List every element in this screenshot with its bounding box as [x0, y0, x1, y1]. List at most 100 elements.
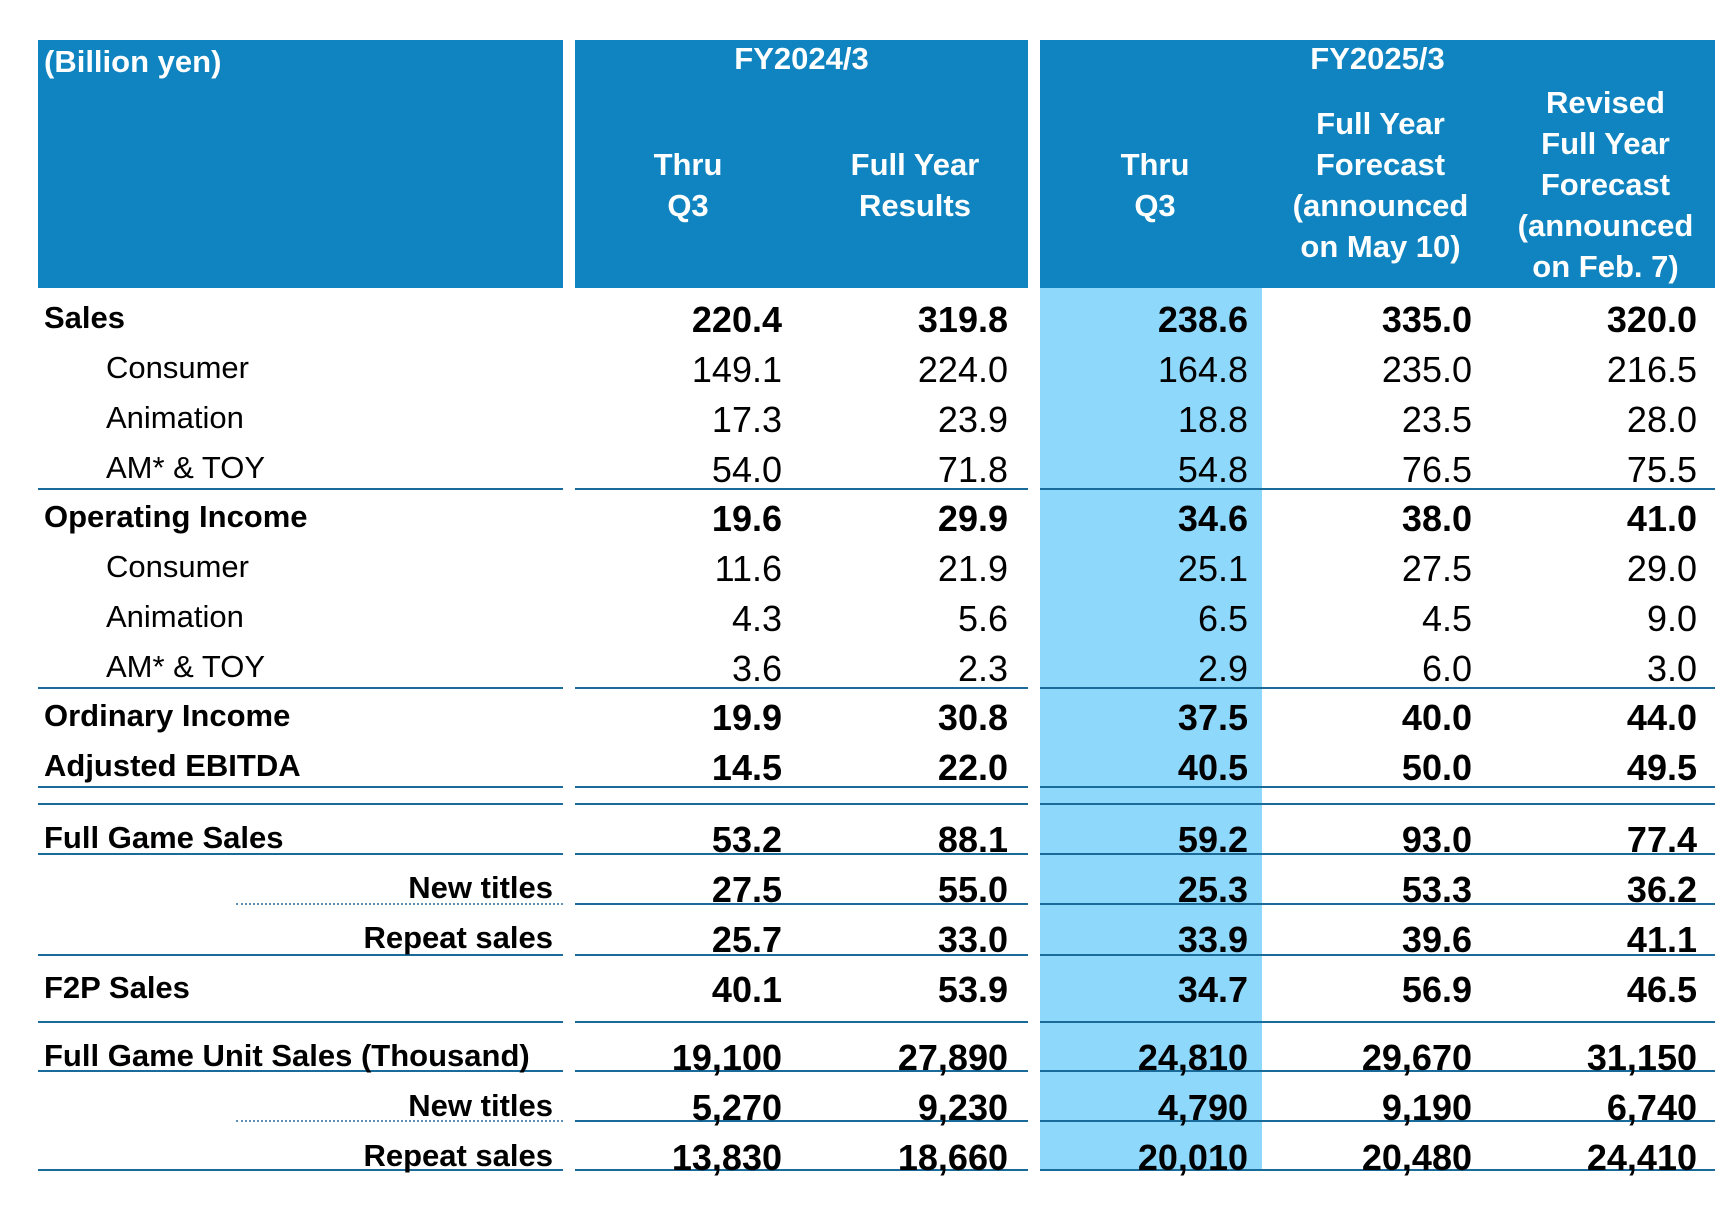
- value-cell: 31,150: [1586, 1037, 1697, 1078]
- fy2025-col1-header: Thru Q3: [1120, 147, 1190, 223]
- row-label: Repeat sales: [363, 1138, 553, 1173]
- row-label: Animation: [106, 400, 244, 435]
- value-cell: 320.0: [1606, 299, 1697, 340]
- row-label: Full Game Unit Sales (Thousand): [44, 1038, 530, 1073]
- value-cell: 20,480: [1361, 1137, 1472, 1178]
- value-cell: 22.0: [937, 747, 1008, 788]
- value-cell: 335.0: [1381, 299, 1472, 340]
- value-cell: 238.6: [1157, 299, 1248, 340]
- value-cell: 9,190: [1381, 1087, 1472, 1128]
- value-cell: 11.6: [714, 548, 782, 589]
- value-cell: 37.5: [1177, 697, 1248, 738]
- row-label: Consumer: [106, 350, 249, 385]
- divider: [575, 1120, 1028, 1122]
- row-label: Adjusted EBITDA: [44, 748, 301, 783]
- value-cell: 9,230: [917, 1087, 1008, 1128]
- value-cell: 29,670: [1361, 1037, 1472, 1078]
- divider: [575, 1169, 1028, 1171]
- fy2024-col1-header: Thru Q3: [653, 147, 723, 223]
- value-cell: 23.9: [937, 399, 1008, 440]
- value-cell: 19.9: [711, 697, 782, 738]
- divider: [575, 954, 1028, 956]
- fy2024-col2-header: Full Year Results: [850, 147, 980, 223]
- divider: [575, 853, 1028, 855]
- row-label: New titles: [408, 870, 553, 905]
- value-cell: 2.9: [1197, 648, 1248, 689]
- value-cell: 27,890: [897, 1037, 1008, 1078]
- value-cell: 6.0: [1421, 648, 1472, 689]
- divider: [38, 954, 563, 956]
- value-cell: 40.5: [1177, 747, 1248, 788]
- value-cell: 3.6: [731, 648, 782, 689]
- row-label: Consumer: [106, 549, 249, 584]
- divider: [575, 1070, 1028, 1072]
- value-cell: 38.0: [1401, 498, 1472, 539]
- value-cell: 14.5: [711, 747, 782, 788]
- divider: [38, 1169, 563, 1171]
- unit-label: (Billion yen): [44, 44, 222, 79]
- row-label: Full Game Sales: [44, 820, 284, 855]
- value-cell: 25.7: [711, 919, 782, 960]
- value-cell: 30.8: [937, 697, 1008, 738]
- row-label: Animation: [106, 599, 244, 634]
- value-cell: 75.5: [1626, 449, 1697, 490]
- value-cell: 44.0: [1626, 697, 1697, 738]
- value-cell: 33.0: [937, 919, 1008, 960]
- row-label: AM* & TOY: [106, 649, 266, 684]
- value-cell: 6,740: [1606, 1087, 1697, 1128]
- value-cell: 24,410: [1586, 1137, 1697, 1178]
- value-cell: 88.1: [937, 819, 1008, 860]
- value-cell: 29.9: [937, 498, 1008, 539]
- divider: [575, 903, 1028, 905]
- value-cell: 224.0: [917, 349, 1008, 390]
- row-label: F2P Sales: [44, 970, 190, 1005]
- value-cell: 53.2: [711, 819, 782, 860]
- divider: [1040, 786, 1715, 788]
- divider: [575, 687, 1028, 689]
- value-cell: 24,810: [1137, 1037, 1248, 1078]
- value-cell: 28.0: [1626, 399, 1697, 440]
- value-cell: 23.5: [1401, 399, 1472, 440]
- value-cell: 19.6: [711, 498, 782, 539]
- value-cell: 3.0: [1646, 648, 1697, 689]
- divider: [38, 786, 563, 788]
- divider: [38, 1021, 563, 1023]
- value-cell: 18.8: [1177, 399, 1248, 440]
- row-label: Sales: [44, 300, 126, 335]
- divider: [38, 1070, 563, 1072]
- value-cell: 50.0: [1401, 747, 1472, 788]
- value-cell: 5.6: [957, 598, 1008, 639]
- value-cell: 4.3: [731, 598, 782, 639]
- value-cell: 5,270: [691, 1087, 782, 1128]
- divider: [575, 786, 1028, 788]
- value-cell: 55.0: [937, 869, 1008, 910]
- value-cell: 319.8: [917, 299, 1008, 340]
- value-cell: 13,830: [671, 1137, 782, 1178]
- value-cell: 54.0: [711, 449, 782, 490]
- row-label: AM* & TOY: [106, 450, 266, 485]
- value-cell: 4,790: [1157, 1087, 1248, 1128]
- value-cell: 27.5: [711, 869, 782, 910]
- divider: [1040, 488, 1715, 490]
- divider: [1040, 903, 1715, 905]
- value-cell: 41.0: [1626, 498, 1697, 539]
- value-cell: 9.0: [1646, 598, 1697, 639]
- divider: [575, 803, 1028, 805]
- value-cell: 34.6: [1177, 498, 1248, 539]
- value-cell: 53.9: [937, 969, 1008, 1010]
- value-cell: 25.1: [1177, 548, 1248, 589]
- value-cell: 40.1: [711, 969, 782, 1010]
- value-cell: 4.5: [1421, 598, 1472, 639]
- value-cell: 76.5: [1401, 449, 1472, 490]
- row-label: Ordinary Income: [44, 698, 291, 733]
- divider: [38, 853, 563, 855]
- dotted-divider: [236, 903, 563, 905]
- value-cell: 149.1: [691, 349, 782, 390]
- value-cell: 49.5: [1626, 747, 1697, 788]
- value-cell: 59.2: [1177, 819, 1248, 860]
- value-cell: 93.0: [1401, 819, 1472, 860]
- value-cell: 220.4: [691, 299, 782, 340]
- fy2024-title: FY2024/3: [734, 41, 869, 76]
- value-cell: 216.5: [1606, 349, 1697, 390]
- divider: [1040, 1021, 1715, 1023]
